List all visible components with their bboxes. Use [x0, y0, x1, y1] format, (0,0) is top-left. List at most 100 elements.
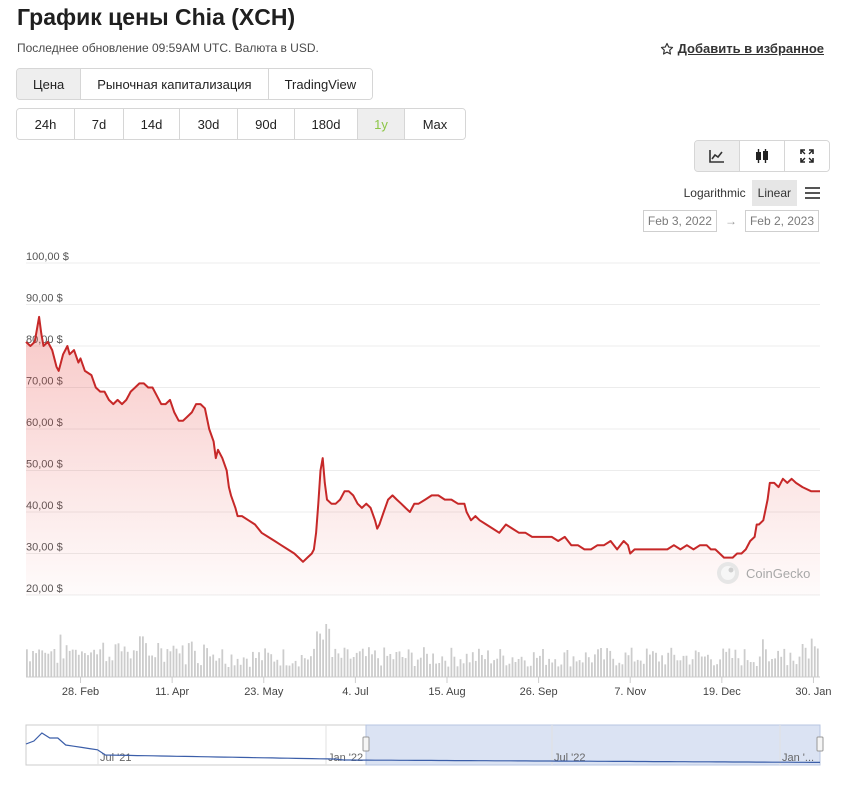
volume-bar [801, 644, 804, 677]
volume-bar [517, 659, 520, 677]
volume-bar [258, 652, 260, 677]
navigator-labels: Jul '21 Jan '22 Jul '22 Jan '... [97, 725, 814, 765]
hamburger-menu-icon[interactable] [805, 187, 820, 199]
volume-bar [38, 649, 40, 677]
range-14d-button[interactable]: 14d [124, 109, 180, 139]
volume-bar [719, 659, 721, 677]
volume-bar [166, 649, 169, 677]
volume-bar [496, 658, 499, 677]
volume-bar [752, 662, 755, 677]
range-max-button[interactable]: Max [405, 109, 465, 139]
range-1y-button[interactable]: 1y [358, 109, 405, 139]
volume-bar [584, 652, 587, 677]
volume-bar [288, 665, 291, 677]
volume-bar [758, 656, 761, 677]
navigator-selected-range[interactable] [365, 724, 821, 766]
volume-bar [77, 654, 80, 677]
navigator-right-handle[interactable] [816, 736, 824, 752]
volume-bar [145, 643, 147, 677]
range-180d-button[interactable]: 180d [295, 109, 358, 139]
volume-bar [630, 647, 633, 677]
volume-bar [798, 656, 801, 677]
star-icon [660, 42, 673, 55]
linear-scale-button[interactable]: Linear [751, 180, 797, 206]
volume-bar [242, 657, 245, 677]
last-updated-text: Последнее обновление 09:59AM UTC. Валюта… [17, 41, 319, 55]
line-chart-button[interactable] [695, 141, 740, 171]
volume-bar [90, 652, 92, 677]
volume-bar [197, 663, 199, 677]
navigator-price-line [25, 732, 820, 763]
volume-bar [365, 656, 367, 677]
x-tick-label: 4. Jul [342, 686, 368, 698]
price-chart[interactable]: 20,00 $30,00 $40,00 $50,00 $60,00 $70,00… [0, 240, 853, 787]
volume-bar [395, 652, 398, 677]
volume-bar [569, 666, 572, 677]
volume-bar [652, 651, 654, 677]
tab-market-cap[interactable]: Рыночная капитализация [81, 69, 269, 99]
volume-bar [789, 652, 792, 677]
volume-bar [591, 662, 593, 677]
volume-bar [123, 646, 126, 677]
range-30d-button[interactable]: 30d [180, 109, 238, 139]
volume-bar [807, 658, 810, 677]
add-to-favorites-link[interactable]: Добавить в избранное [660, 41, 824, 56]
tab-price[interactable]: Цена [17, 69, 82, 99]
range-90d-button[interactable]: 90d [238, 109, 295, 139]
volume-bar [575, 661, 578, 677]
range-7d-button[interactable]: 7d [75, 109, 124, 139]
volume-bar [410, 652, 413, 677]
volume-bar [184, 664, 187, 677]
volume-bar [56, 662, 59, 677]
date-to-input[interactable]: Feb 2, 2023 [744, 210, 819, 232]
volume-bar [465, 653, 468, 677]
volume-bar [594, 654, 596, 677]
candlestick-chart-button[interactable] [740, 141, 785, 171]
volume-bar [264, 648, 266, 677]
volume-bar [294, 660, 297, 677]
volume-bar [444, 660, 447, 677]
volume-bar [419, 657, 422, 677]
volume-bar [325, 624, 328, 677]
volume-bar [371, 654, 373, 677]
volume-bar [172, 645, 175, 677]
volume-bar [707, 654, 709, 677]
price-area-fill [26, 316, 820, 595]
navigator-left-handle[interactable] [362, 736, 370, 752]
volume-bar [762, 639, 764, 677]
volume-bar [87, 655, 89, 677]
navigator-label: Jul '22 [554, 752, 585, 764]
volume-bar [450, 647, 453, 677]
volume-bar [407, 649, 410, 677]
volume-bar [642, 663, 645, 677]
volume-bar [621, 664, 624, 677]
volume-bar [319, 633, 321, 677]
volume-bar [435, 663, 437, 677]
volume-bar [615, 665, 618, 677]
x-tick-label: 30. Jan [795, 686, 831, 698]
volume-bar [578, 660, 581, 677]
volume-bar [667, 652, 670, 677]
volume-bar [816, 648, 819, 677]
volume-bar [215, 660, 218, 677]
volume-bar [737, 658, 740, 677]
date-range-inputs: Feb 3, 2022 → Feb 2, 2023 [642, 210, 819, 232]
volume-bar [105, 661, 108, 677]
volume-bar [374, 650, 376, 677]
volume-bar [700, 656, 703, 677]
fullscreen-button[interactable] [785, 141, 829, 171]
volume-bar [53, 649, 56, 677]
tab-tradingview[interactable]: TradingView [268, 69, 373, 99]
volume-bar [358, 651, 361, 677]
volume-bar [404, 658, 407, 677]
x-tick-label: 7. Nov [614, 686, 646, 698]
date-from-input[interactable]: Feb 3, 2022 [642, 210, 717, 232]
volume-bar [441, 656, 444, 677]
logarithmic-scale-button[interactable]: Logarithmic [683, 186, 746, 200]
volume-bar [142, 636, 144, 677]
volume-bar [310, 656, 312, 677]
range-24h-button[interactable]: 24h [17, 109, 75, 139]
volume-bar [505, 665, 508, 677]
volume-bar [694, 650, 697, 677]
range-navigator[interactable]: Jul '21 Jan '22 Jul '22 Jan '... [25, 724, 824, 766]
